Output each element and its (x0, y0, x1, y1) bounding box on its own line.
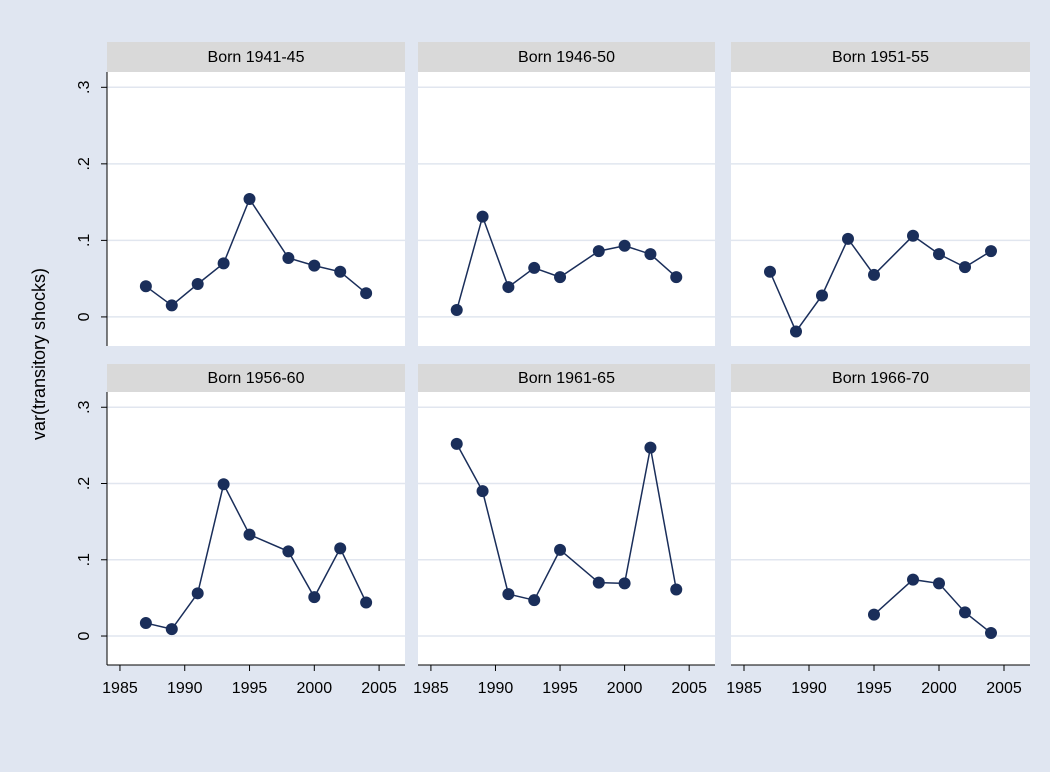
x-tick-label: 2000 (607, 680, 643, 697)
marker (502, 588, 515, 601)
plot-area (418, 392, 715, 665)
y-tick-label: 0 (76, 312, 93, 321)
panel-title: Born 1966-70 (832, 370, 929, 387)
x-tick-label: 2005 (361, 680, 397, 697)
x-tick-label: 1990 (167, 680, 203, 697)
marker (644, 248, 657, 261)
x-tick-label: 2000 (297, 680, 333, 697)
plot-area (107, 392, 405, 665)
marker (670, 583, 683, 596)
marker (959, 261, 971, 274)
panel-title: Born 1956-60 (208, 370, 305, 387)
y-tick-label: .3 (76, 81, 93, 94)
panel-header (731, 42, 1030, 72)
marker (450, 304, 463, 317)
marker (139, 280, 152, 293)
marker (554, 271, 567, 284)
marker (165, 623, 178, 636)
panel-title: Born 1941-45 (208, 49, 305, 66)
panel-title: Born 1961-65 (518, 370, 615, 387)
plot-area (418, 72, 715, 346)
panel-title: Born 1951-55 (832, 49, 929, 66)
marker (868, 268, 880, 281)
marker (816, 289, 828, 302)
x-tick-label: 2005 (986, 680, 1022, 697)
marker (959, 606, 971, 619)
panel-header (418, 42, 715, 72)
marker (618, 577, 631, 590)
marker (191, 278, 204, 291)
x-tick-label: 1985 (726, 680, 762, 697)
panel-header (418, 364, 715, 392)
marker (842, 232, 854, 245)
panel-header (107, 42, 405, 72)
marker (764, 265, 776, 278)
marker (933, 577, 945, 590)
marker (334, 265, 347, 278)
marker (139, 617, 152, 630)
marker (528, 261, 541, 274)
marker (282, 545, 295, 558)
marker (165, 299, 178, 312)
panel-header (107, 364, 405, 392)
marker (217, 257, 230, 270)
marker (308, 591, 321, 604)
x-tick-label: 2005 (671, 680, 707, 697)
marker (592, 245, 605, 258)
panel-title: Born 1946-50 (518, 49, 615, 66)
marker (308, 259, 321, 272)
x-tick-label: 1995 (232, 680, 268, 697)
marker (360, 596, 373, 609)
marker (360, 287, 373, 300)
marker (644, 441, 657, 454)
panel-header (731, 364, 1030, 392)
marker (592, 576, 605, 589)
x-tick-label: 1985 (102, 680, 138, 697)
x-tick-label: 2000 (921, 680, 957, 697)
marker (243, 193, 256, 206)
marker (450, 437, 463, 450)
x-tick-label: 1990 (478, 680, 514, 697)
x-tick-label: 1995 (856, 680, 892, 697)
marker (618, 239, 631, 252)
y-tick-label: .1 (76, 553, 93, 566)
marker (528, 594, 541, 607)
y-tick-label: .1 (76, 234, 93, 247)
marker (554, 543, 567, 556)
marker (670, 271, 683, 284)
marker (985, 245, 997, 258)
marker (334, 542, 347, 555)
marker (907, 229, 919, 242)
y-axis-label: var(transitory shocks) (29, 268, 49, 440)
marker (243, 528, 256, 541)
marker (217, 478, 230, 491)
y-tick-label: .2 (76, 157, 93, 170)
marker (191, 587, 204, 600)
x-tick-label: 1995 (542, 680, 578, 697)
marker (282, 251, 295, 264)
y-tick-label: .3 (76, 400, 93, 413)
marker (790, 325, 802, 338)
marker (502, 281, 515, 294)
marker (868, 608, 880, 621)
marker (476, 485, 489, 498)
x-tick-label: 1990 (791, 680, 827, 697)
marker (907, 573, 919, 586)
plot-area (731, 72, 1030, 346)
marker (985, 626, 997, 639)
plot-area (731, 392, 1030, 665)
y-tick-label: .2 (76, 477, 93, 490)
y-tick-label: 0 (76, 631, 93, 640)
marker (476, 210, 489, 223)
marker (933, 248, 945, 261)
x-tick-label: 1985 (413, 680, 449, 697)
